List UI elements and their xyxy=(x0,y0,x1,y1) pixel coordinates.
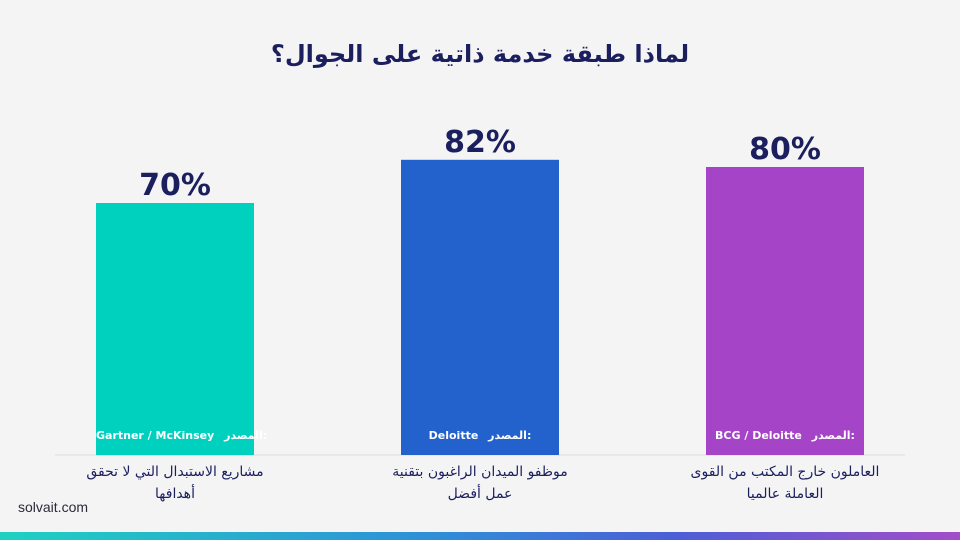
value-label: 70% xyxy=(139,168,211,203)
bar xyxy=(706,167,864,455)
bar xyxy=(401,159,559,456)
source-name: Deloitte xyxy=(428,429,479,442)
footer-gradient-bar xyxy=(0,532,960,540)
brand-label[interactable]: solvait.com xyxy=(18,499,89,515)
category-label: مشاريع الاستبدال التي لا تحقق أهدافها xyxy=(86,464,264,502)
source-prefix: المصدر: xyxy=(807,429,855,442)
source-name: BCG / Deloitte xyxy=(715,429,802,442)
value-label: 82% xyxy=(444,125,516,160)
value-label: 80% xyxy=(749,132,821,167)
source-label: Gartner / McKinsey المصدر: xyxy=(96,429,267,442)
category-label: موظفو الميدان الراغبون بتقنية عمل أفضل xyxy=(392,464,568,502)
chart-title: لماذا طبقة خدمة ذاتية على الجوال؟ xyxy=(270,40,690,68)
category-label: العاملون خارج المكتب من القوى العاملة عا… xyxy=(690,464,880,502)
source-name: Gartner / McKinsey xyxy=(96,429,215,442)
source-prefix: المصدر: xyxy=(220,429,268,442)
source-label: Deloitte المصدر: xyxy=(401,429,559,442)
bar xyxy=(96,203,254,455)
source-prefix: المصدر: xyxy=(484,429,532,442)
source-label: BCG / Deloitte المصدر: xyxy=(706,429,864,442)
